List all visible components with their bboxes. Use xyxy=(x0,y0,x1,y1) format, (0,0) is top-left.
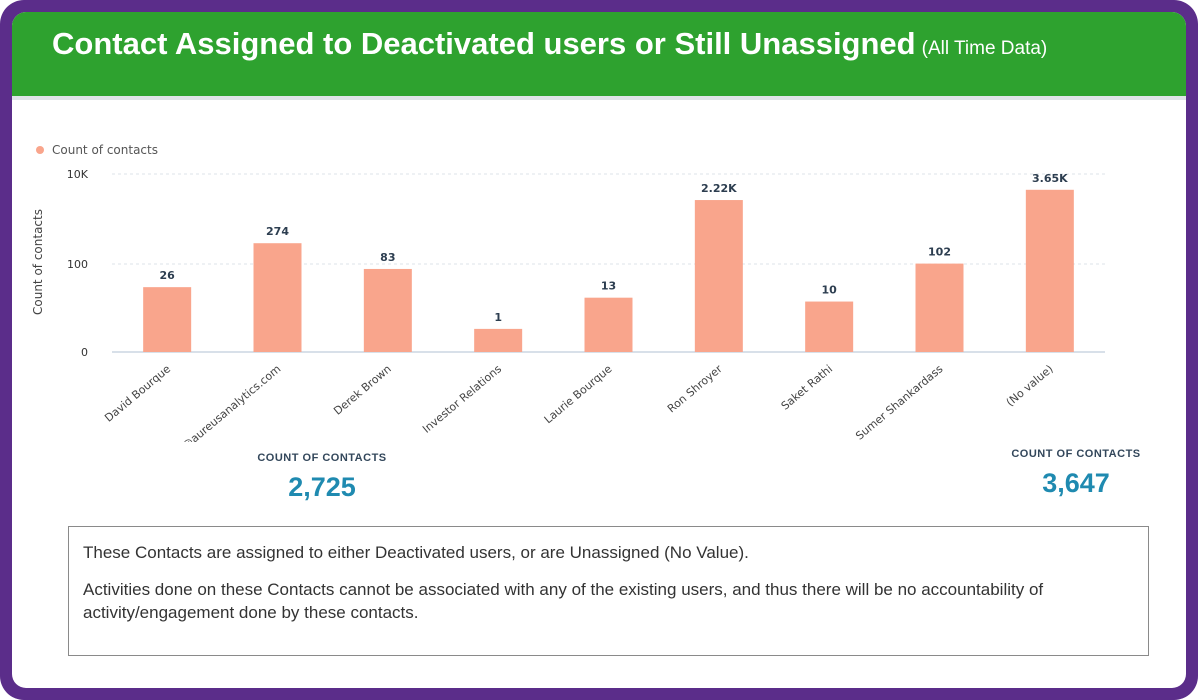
stat-label: COUNT OF CONTACTS xyxy=(1011,448,1141,460)
bar-value-label: 102 xyxy=(928,246,951,259)
bar xyxy=(694,200,743,352)
y-tick-label: 0 xyxy=(81,346,88,359)
legend-label: Count of contacts xyxy=(52,143,158,157)
x-tick-label: (No value) xyxy=(1004,362,1056,409)
y-tick-label: 10K xyxy=(67,168,89,181)
dashboard-card: Contact Assigned to Deactivated users or… xyxy=(12,12,1186,688)
y-axis-title: Count of contacts xyxy=(31,209,45,315)
stat-value: 2,725 xyxy=(288,472,356,502)
x-tick-label: David Bourque xyxy=(102,362,173,425)
bar xyxy=(253,243,302,352)
title-text: Contact Assigned to Deactivated users or… xyxy=(52,26,916,61)
x-tick-label: Saket Rathi xyxy=(779,362,835,412)
bar xyxy=(143,287,192,352)
bar-value-label: 1 xyxy=(494,311,502,324)
bar-value-label: 10 xyxy=(822,284,838,297)
note-line-2: Activities done on these Contacts cannot… xyxy=(83,580,1044,622)
bar xyxy=(1025,189,1074,352)
y-tick-label: 100 xyxy=(67,258,88,271)
bar-value-label: 274 xyxy=(266,225,289,238)
x-tick-label: Ron Shroyer xyxy=(665,362,725,415)
x-tick-label: Investor Relations xyxy=(420,362,504,436)
bar-value-label: 13 xyxy=(601,280,616,293)
bar-value-label: 3.65K xyxy=(1032,172,1068,185)
x-tick-label: Derek Brown xyxy=(331,362,394,417)
stat-count-unassigned: COUNT OF CONTACTS 3,647 xyxy=(996,448,1156,499)
bar-value-label: 83 xyxy=(380,251,395,264)
stat-value: 3,647 xyxy=(1042,468,1110,498)
x-tick-label: Sumer Shankardass xyxy=(853,362,945,442)
bar xyxy=(584,297,633,352)
bar xyxy=(915,263,964,352)
note-line-1: These Contacts are assigned to either De… xyxy=(83,543,749,562)
x-tick-label: Laurie Bourque xyxy=(542,362,615,426)
bar xyxy=(805,301,854,352)
bar xyxy=(363,268,412,352)
bar-value-label: 26 xyxy=(160,269,176,282)
bar-value-label: 2.22K xyxy=(701,182,737,195)
info-note: These Contacts are assigned to either De… xyxy=(68,526,1149,656)
stat-count-deactivated: COUNT OF CONTACTS 2,725 xyxy=(242,452,402,503)
page-title: Contact Assigned to Deactivated users or… xyxy=(52,26,1047,62)
bar xyxy=(474,328,523,352)
legend-swatch xyxy=(36,146,44,154)
stat-label: COUNT OF CONTACTS xyxy=(257,452,387,464)
header-banner: Contact Assigned to Deactivated users or… xyxy=(12,12,1186,100)
title-subtitle: (All Time Data) xyxy=(921,38,1048,59)
